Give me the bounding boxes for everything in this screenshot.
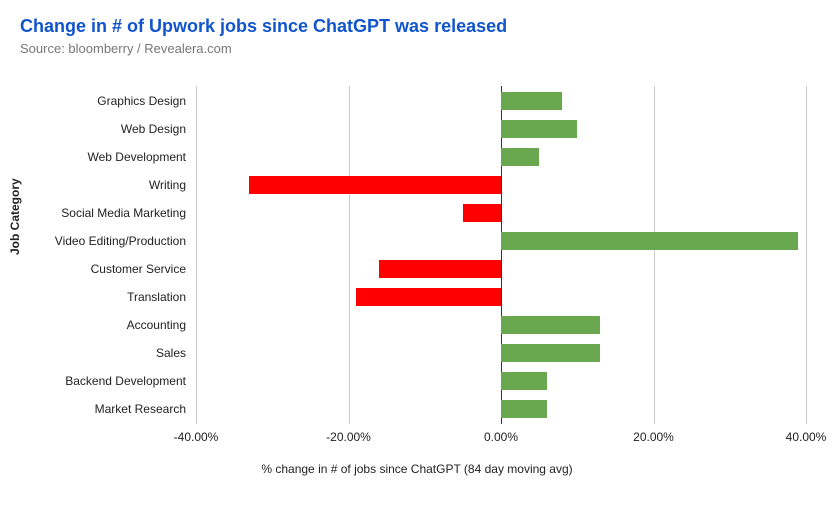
category-label: Customer Service — [6, 260, 186, 278]
bar — [501, 92, 562, 110]
category-label: Translation — [6, 288, 186, 306]
bar — [463, 204, 501, 222]
category-label: Graphics Design — [6, 92, 186, 110]
category-label: Video Editing/Production — [6, 232, 186, 250]
bar — [379, 260, 501, 278]
bar — [501, 120, 577, 138]
gridline — [196, 86, 197, 424]
chart-container: Change in # of Upwork jobs since ChatGPT… — [0, 0, 834, 516]
bar — [356, 288, 501, 306]
bar — [501, 148, 539, 166]
bar — [501, 400, 547, 418]
category-label: Social Media Marketing — [6, 204, 186, 222]
bar — [501, 316, 600, 334]
gridline — [654, 86, 655, 424]
gridline — [806, 86, 807, 424]
plot-area — [196, 86, 806, 424]
bar — [501, 372, 547, 390]
category-label: Backend Development — [6, 372, 186, 390]
category-label: Web Development — [6, 148, 186, 166]
bar — [501, 232, 798, 250]
category-label: Accounting — [6, 316, 186, 334]
category-label: Writing — [6, 176, 186, 194]
category-label: Sales — [6, 344, 186, 362]
bar — [501, 344, 600, 362]
bar — [249, 176, 501, 194]
x-tick-label: -40.00% — [174, 430, 219, 444]
x-axis-title: % change in # of jobs since ChatGPT (84 … — [0, 462, 834, 476]
x-tick-label: -20.00% — [326, 430, 371, 444]
gridline — [349, 86, 350, 424]
category-label: Web Design — [6, 120, 186, 138]
x-tick-label: 0.00% — [484, 430, 518, 444]
chart-source: Source: bloomberry / Revealera.com — [20, 41, 814, 56]
x-tick-label: 40.00% — [786, 430, 827, 444]
chart-title: Change in # of Upwork jobs since ChatGPT… — [20, 16, 814, 37]
category-label: Market Research — [6, 400, 186, 418]
x-tick-label: 20.00% — [633, 430, 674, 444]
